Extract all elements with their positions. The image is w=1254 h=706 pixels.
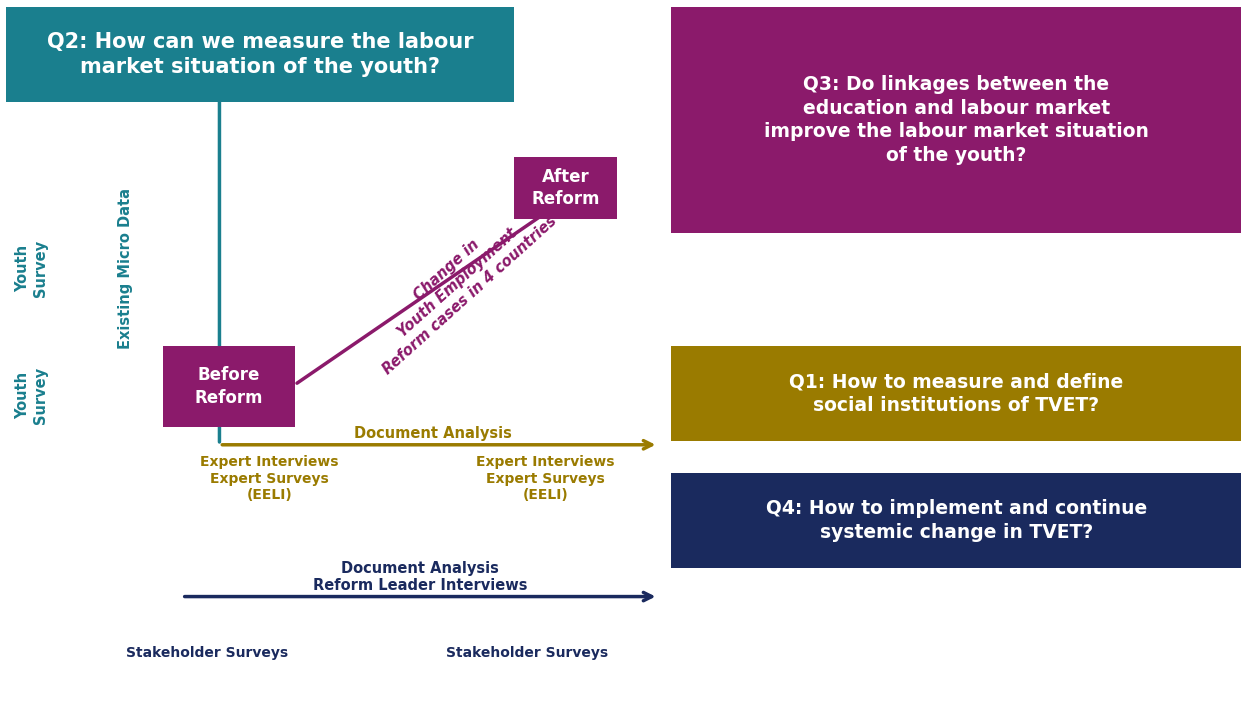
Text: Expert Interviews
Expert Surveys
(EELI): Expert Interviews Expert Surveys (EELI)	[477, 455, 614, 502]
Text: After
Reform: After Reform	[532, 168, 599, 208]
FancyBboxPatch shape	[671, 473, 1241, 568]
Text: Stakeholder Surveys: Stakeholder Surveys	[125, 646, 288, 660]
Text: Document Analysis: Document Analysis	[354, 426, 512, 441]
FancyBboxPatch shape	[6, 7, 514, 102]
Text: Stakeholder Surveys: Stakeholder Surveys	[445, 646, 608, 660]
Text: Before
Reform: Before Reform	[194, 366, 263, 407]
Text: Q4: How to implement and continue
systemic change in TVET?: Q4: How to implement and continue system…	[765, 499, 1147, 542]
FancyBboxPatch shape	[163, 346, 295, 427]
FancyBboxPatch shape	[514, 157, 617, 219]
Text: Q1: How to measure and define
social institutions of TVET?: Q1: How to measure and define social ins…	[789, 372, 1124, 415]
Text: Q2: How can we measure the labour
market situation of the youth?: Q2: How can we measure the labour market…	[46, 32, 474, 77]
FancyBboxPatch shape	[671, 346, 1241, 441]
FancyBboxPatch shape	[671, 7, 1241, 233]
Text: Change in
Youth Employment
Reform cases in 4 countries: Change in Youth Employment Reform cases …	[356, 188, 559, 377]
Text: Youth
Survey: Youth Survey	[15, 240, 48, 297]
Text: Document Analysis
Reform Leader Interviews: Document Analysis Reform Leader Intervie…	[312, 561, 528, 593]
Text: Youth
Survey: Youth Survey	[15, 367, 48, 424]
Text: Q3: Do linkages between the
education and labour market
improve the labour marke: Q3: Do linkages between the education an…	[764, 76, 1149, 164]
Text: Existing Micro Data: Existing Micro Data	[118, 188, 133, 349]
Text: Expert Interviews
Expert Surveys
(EELI): Expert Interviews Expert Surveys (EELI)	[201, 455, 339, 502]
